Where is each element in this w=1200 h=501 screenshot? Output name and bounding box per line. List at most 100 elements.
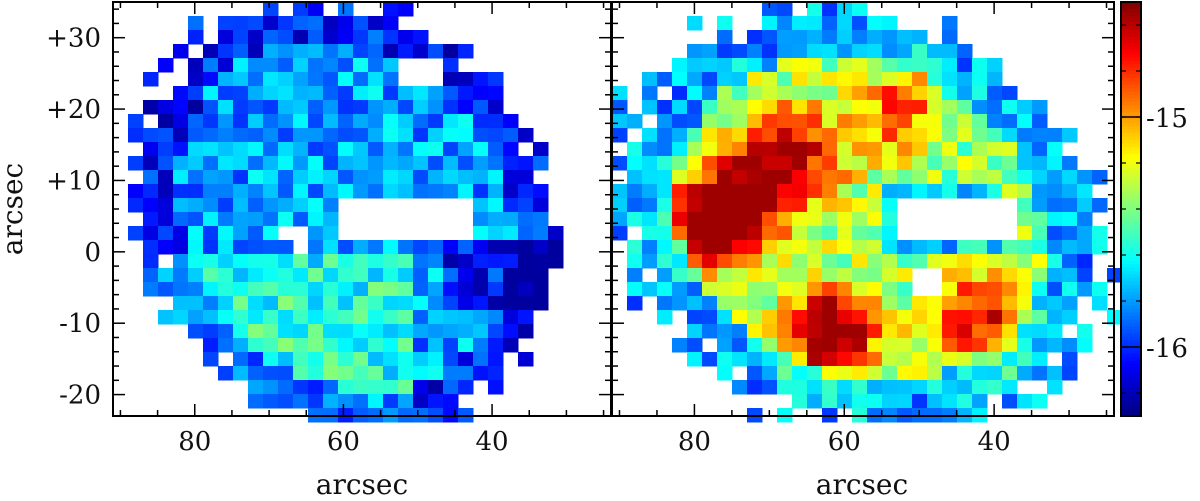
heat-cell <box>927 142 943 157</box>
heat-cell <box>158 240 174 255</box>
heat-cell <box>807 142 823 157</box>
heat-cell <box>717 44 733 59</box>
heat-cell <box>882 58 898 73</box>
heat-cell <box>822 58 838 73</box>
heat-cell <box>852 296 868 311</box>
heat-cell <box>717 198 733 213</box>
heat-cell <box>428 380 444 395</box>
heat-cell <box>837 212 853 227</box>
colorbar-band <box>1121 74 1141 79</box>
colorbar-band <box>1121 250 1141 255</box>
heat-cell <box>203 226 219 241</box>
heat-cell <box>897 72 913 87</box>
heat-cell <box>323 338 339 353</box>
heat-cell <box>747 44 763 59</box>
heat-cell <box>143 254 159 269</box>
heat-cell <box>1032 170 1048 185</box>
heat-cell <box>353 114 369 129</box>
heat-cell <box>717 226 733 241</box>
heat-cell <box>972 352 988 367</box>
heat-cell <box>383 156 399 171</box>
heat-cell <box>897 310 913 325</box>
heat-cell <box>1032 128 1048 143</box>
heat-cell <box>488 254 504 269</box>
heat-cell <box>368 366 384 381</box>
heat-cell <box>987 338 1003 353</box>
heat-cell <box>308 268 324 283</box>
heat-cell <box>263 282 279 297</box>
heat-cell <box>1002 268 1018 283</box>
heat-cell <box>1017 352 1033 367</box>
heat-cell <box>413 254 429 269</box>
heat-cell <box>1002 310 1018 325</box>
heat-cell <box>642 86 658 101</box>
heat-cell <box>188 16 204 31</box>
heat-cell <box>248 338 264 353</box>
colorbar-band <box>1121 122 1141 127</box>
heat-cell <box>338 114 354 129</box>
colorbar-band <box>1121 115 1141 120</box>
heat-cell <box>1002 324 1018 339</box>
heat-cell <box>942 394 958 409</box>
heat-cell <box>882 380 898 395</box>
heat-cell <box>158 184 174 199</box>
heat-cell <box>413 128 429 143</box>
heat-cell <box>368 142 384 157</box>
heat-cell <box>533 296 549 311</box>
heat-cell <box>1092 226 1108 241</box>
heat-cell <box>203 324 219 339</box>
heat-cell <box>458 324 474 339</box>
heat-cell <box>338 184 354 199</box>
heat-cell <box>837 44 853 59</box>
heat-cell <box>308 324 324 339</box>
colorbar-band <box>1121 33 1141 38</box>
heat-cell <box>822 380 838 395</box>
heat-cell <box>732 240 748 255</box>
heat-cell <box>972 268 988 283</box>
heat-cell <box>912 72 928 87</box>
heat-cell <box>732 86 748 101</box>
heat-cell <box>218 44 234 59</box>
heat-cell <box>822 324 838 339</box>
heat-cell <box>927 366 943 381</box>
colorbar-band <box>1121 209 1141 214</box>
heat-cell <box>837 142 853 157</box>
heat-cell <box>173 44 189 59</box>
heat-cell <box>233 240 249 255</box>
heat-cell <box>807 324 823 339</box>
heat-cell <box>398 268 414 283</box>
heat-cell <box>293 86 309 101</box>
heat-cell <box>957 394 973 409</box>
heat-cell <box>747 282 763 297</box>
heat-cell <box>278 338 294 353</box>
heat-cell <box>942 380 958 395</box>
heat-cell <box>1002 394 1018 409</box>
heat-cell <box>458 184 474 199</box>
heat-cell <box>473 254 489 269</box>
heat-cell <box>747 380 763 395</box>
y-tick-label: 0 <box>84 238 101 268</box>
heat-cell <box>1002 254 1018 269</box>
heat-cell <box>867 128 883 143</box>
heat-cell <box>443 86 459 101</box>
heat-cell <box>383 296 399 311</box>
heat-cell <box>218 16 234 31</box>
heat-cell <box>882 16 898 31</box>
heat-cell <box>1092 296 1108 311</box>
heat-cell <box>702 114 718 129</box>
heat-cell <box>488 142 504 157</box>
heat-cell <box>488 324 504 339</box>
heat-cell <box>338 100 354 115</box>
heat-cell <box>473 72 489 87</box>
heat-cell <box>822 72 838 87</box>
heat-cell <box>428 114 444 129</box>
heat-cell <box>353 44 369 59</box>
heat-cell <box>188 282 204 297</box>
heat-cell <box>353 380 369 395</box>
heat-cell <box>1017 240 1033 255</box>
heat-cell <box>762 2 778 17</box>
heat-cell <box>972 338 988 353</box>
colorbar-band <box>1121 305 1141 310</box>
heat-cell <box>717 128 733 143</box>
heat-cell <box>852 268 868 283</box>
